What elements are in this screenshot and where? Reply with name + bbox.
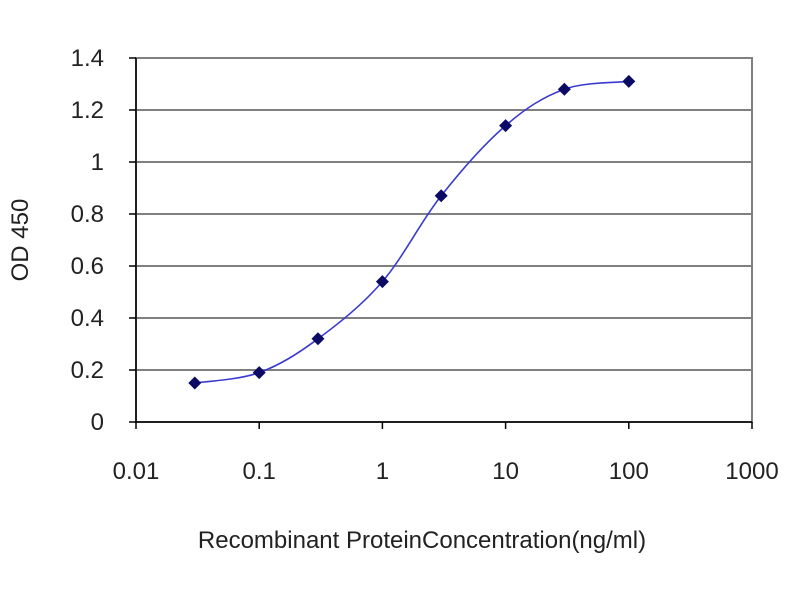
data-point-marker <box>311 332 325 346</box>
y-tick-label: 0.2 <box>71 357 104 384</box>
y-axis-title: OD 450 <box>7 199 34 282</box>
plot-area <box>135 57 753 423</box>
data-point-marker <box>375 275 389 289</box>
x-tick-label: 0.1 <box>243 458 276 485</box>
y-tick-label: 0 <box>91 409 104 436</box>
y-tick-label: 0.6 <box>71 253 104 280</box>
data-point-marker <box>434 189 448 203</box>
y-tick-labels: 0 0.2 0.4 0.6 0.8 1 1.2 1.4 <box>71 45 104 436</box>
series-line <box>194 80 629 384</box>
data-point-marker <box>557 82 571 96</box>
data-point-marker <box>499 119 513 133</box>
data-point-marker <box>188 376 202 390</box>
y-tick-label: 0.4 <box>71 305 104 332</box>
x-tick-label: 10 <box>492 458 519 485</box>
y-tick-label: 1.4 <box>71 45 104 72</box>
y-tick-label: 1 <box>91 149 104 176</box>
data-point-marker <box>252 366 266 380</box>
y-tick-label: 1.2 <box>71 97 104 124</box>
data-points <box>188 74 636 390</box>
axes <box>129 57 753 429</box>
data-point-marker <box>622 74 636 88</box>
x-tick-label: 1000 <box>725 458 778 485</box>
x-tick-label: 1 <box>376 458 389 485</box>
x-tick-label: 0.01 <box>113 458 160 485</box>
x-axis-title: Recombinant ProteinConcentration(ng/ml) <box>198 527 646 554</box>
x-tick-label: 100 <box>609 458 649 485</box>
gridlines <box>136 57 752 371</box>
x-tick-labels: 0.01 0.1 1 10 100 1000 <box>113 458 779 485</box>
y-tick-label: 0.8 <box>71 201 104 228</box>
